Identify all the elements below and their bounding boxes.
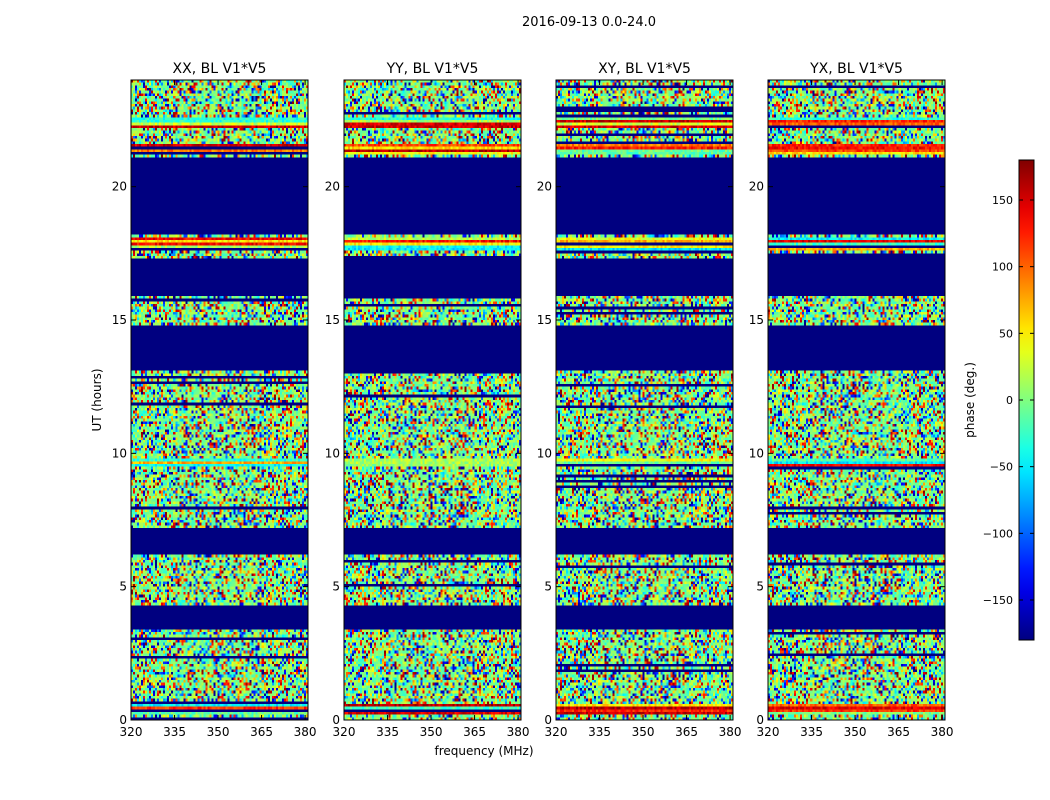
x-tick-label: 320 bbox=[333, 725, 356, 739]
x-tick-label: 350 bbox=[207, 725, 230, 739]
colorbar-tick-label: 100 bbox=[992, 261, 1013, 274]
colorbar-tick-label: −150 bbox=[983, 594, 1013, 607]
x-tick-label: 380 bbox=[507, 725, 530, 739]
x-tick-label: 365 bbox=[675, 725, 698, 739]
colorbar-label: phase (deg.) bbox=[963, 362, 977, 438]
y-tick-label: 20 bbox=[749, 180, 764, 194]
y-tick-label: 10 bbox=[325, 446, 340, 460]
y-tick-label: 20 bbox=[325, 180, 340, 194]
figure-title: 2016-09-13 0.0-24.0 bbox=[522, 15, 656, 30]
y-axis-label: UT (hours) bbox=[90, 368, 104, 431]
x-tick-label: 335 bbox=[376, 725, 399, 739]
panel-frame-xx bbox=[130, 79, 309, 721]
x-tick-label: 320 bbox=[120, 725, 143, 739]
panel-frame-yx bbox=[767, 79, 946, 721]
y-tick-label: 5 bbox=[119, 580, 127, 594]
panel-title-xy: XY, BL V1*V5 bbox=[598, 61, 691, 77]
panel-frame-xy bbox=[555, 79, 734, 721]
y-tick-label: 5 bbox=[332, 580, 340, 594]
y-tick-label: 0 bbox=[756, 713, 764, 727]
colorbar-tick-label: −50 bbox=[990, 461, 1013, 474]
y-tick-label: 15 bbox=[325, 313, 340, 327]
y-tick-label: 15 bbox=[112, 313, 127, 327]
y-tick-label: 15 bbox=[749, 313, 764, 327]
heatmap-xy bbox=[556, 80, 733, 720]
panel-title-yx: YX, BL V1*V5 bbox=[809, 61, 903, 77]
y-tick-label: 5 bbox=[544, 580, 552, 594]
x-axis-label: frequency (MHz) bbox=[434, 744, 533, 758]
colorbar-tick-label: 150 bbox=[992, 194, 1013, 207]
heatmap-xx bbox=[131, 80, 308, 720]
panel-title-xx: XX, BL V1*V5 bbox=[173, 61, 267, 77]
y-tick-label: 0 bbox=[544, 713, 552, 727]
colorbar-tick-label: 0 bbox=[1006, 394, 1013, 407]
y-tick-label: 10 bbox=[112, 446, 127, 460]
panel-frame-yy bbox=[343, 79, 522, 721]
x-tick-label: 335 bbox=[588, 725, 611, 739]
panel-yx: YX, BL V1*V5 320 335 350 365 380 0 5 10 15 20 bbox=[749, 61, 954, 739]
colorbar: 150 100 50 0 −50 −100 −150 bbox=[983, 159, 1035, 641]
x-tick-label: 320 bbox=[545, 725, 568, 739]
y-tick-label: 0 bbox=[119, 713, 127, 727]
x-tick-label: 380 bbox=[719, 725, 742, 739]
x-tick-label: 365 bbox=[250, 725, 273, 739]
panel-xy: XY, BL V1*V5 320 335 350 365 380 0 5 10 15 20 bbox=[537, 61, 742, 739]
heatmap-yx bbox=[768, 80, 945, 720]
heatmap-yy bbox=[344, 80, 521, 720]
panel-xx: XX, BL V1*V5 320 335 350 365 380 0 5 10 15 20 bbox=[112, 61, 317, 739]
colorbar-tick-label: −100 bbox=[983, 527, 1013, 540]
y-tick-label: 5 bbox=[756, 580, 764, 594]
y-tick-label: 0 bbox=[332, 713, 340, 727]
x-tick-label: 335 bbox=[800, 725, 823, 739]
y-tick-label: 20 bbox=[112, 180, 127, 194]
colorbar-tick-label: 50 bbox=[999, 327, 1013, 340]
x-tick-label: 365 bbox=[887, 725, 910, 739]
y-tick-label: 15 bbox=[537, 313, 552, 327]
x-tick-label: 320 bbox=[757, 725, 780, 739]
x-tick-label: 380 bbox=[931, 725, 954, 739]
x-tick-label: 350 bbox=[420, 725, 443, 739]
x-tick-label: 365 bbox=[463, 725, 486, 739]
x-tick-label: 350 bbox=[844, 725, 867, 739]
y-tick-label: 10 bbox=[537, 446, 552, 460]
x-tick-label: 350 bbox=[632, 725, 655, 739]
y-tick-label: 20 bbox=[537, 180, 552, 194]
panel-title-yy: YY, BL V1*V5 bbox=[386, 61, 479, 77]
x-tick-label: 380 bbox=[294, 725, 317, 739]
panel-yy: YY, BL V1*V5 320 335 350 365 380 0 5 10 15 20 bbox=[325, 61, 530, 739]
x-tick-label: 335 bbox=[163, 725, 186, 739]
y-tick-label: 10 bbox=[749, 446, 764, 460]
